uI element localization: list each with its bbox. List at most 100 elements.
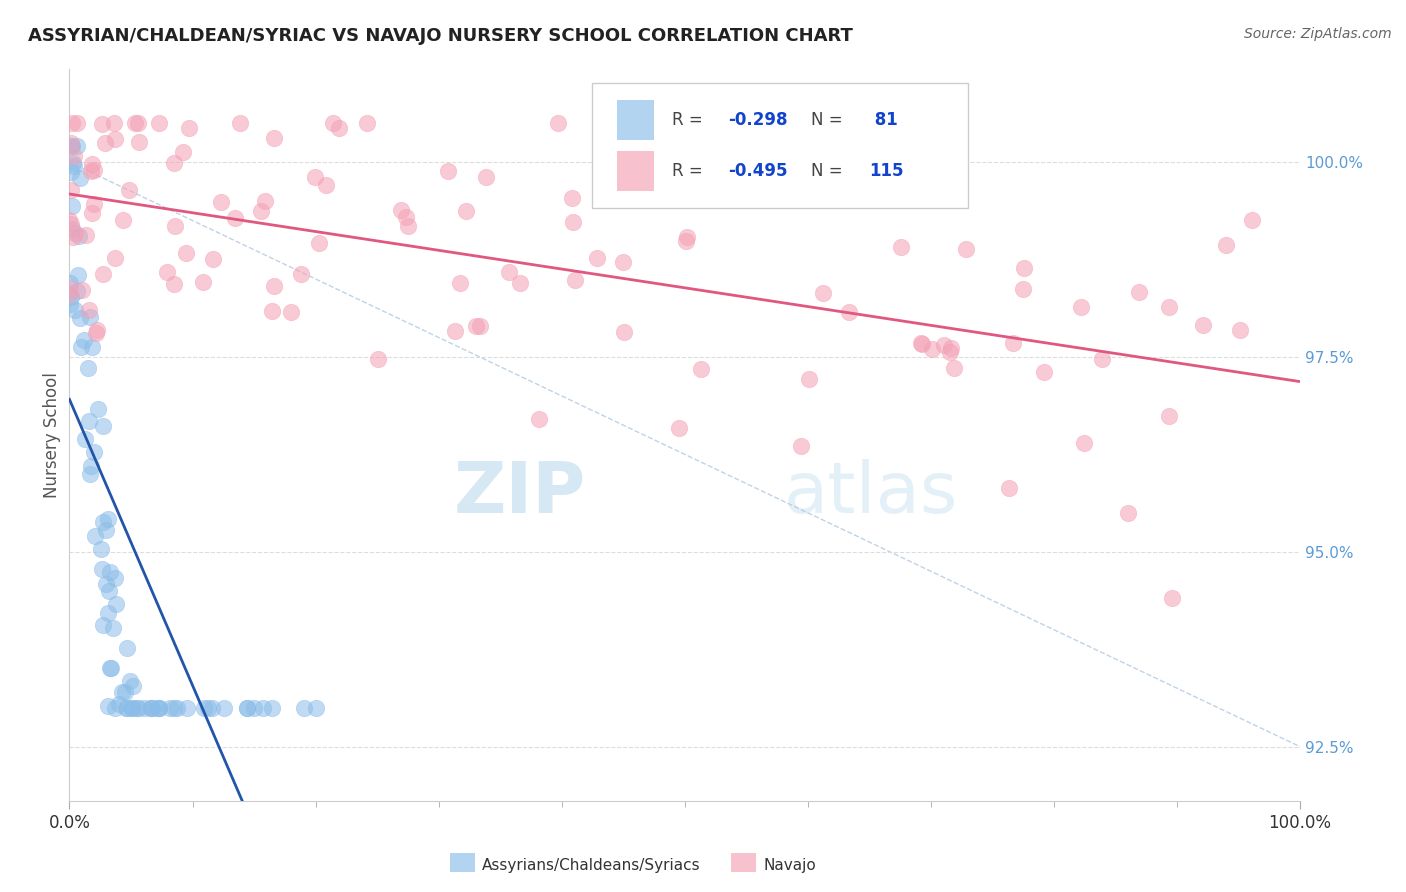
Point (454, 203, 477, 218)
Point (911, 337, 934, 351)
Point (91, 117, 114, 131)
Point (90, 541, 112, 556)
Point (322, 116, 344, 130)
Point (468, 318, 491, 333)
Point (83, 162, 105, 177)
Point (263, 278, 285, 293)
Point (141, 700, 163, 714)
Point (236, 700, 259, 714)
Point (139, 700, 162, 714)
Text: 81: 81 (869, 111, 898, 128)
Text: Source: ZipAtlas.com: Source: ZipAtlas.com (1244, 27, 1392, 41)
Point (100, 661, 122, 675)
Point (73, 333, 96, 347)
Point (890, 239, 912, 253)
Point (1159, 300, 1181, 314)
Point (63, 159, 86, 173)
Point (197, 700, 219, 714)
Point (1070, 300, 1092, 314)
Text: atlas: atlas (783, 459, 957, 528)
Point (70, 340, 93, 354)
Point (60, 218, 83, 232)
Point (60, 221, 83, 235)
Point (290, 267, 312, 281)
Point (243, 700, 266, 714)
Point (83, 529, 105, 543)
Point (1012, 261, 1035, 276)
Point (115, 700, 138, 714)
Text: 115: 115 (869, 162, 904, 180)
Point (998, 481, 1021, 495)
Point (159, 700, 181, 714)
Point (127, 116, 149, 130)
Point (280, 304, 302, 318)
Point (62, 155, 84, 169)
Point (474, 169, 496, 184)
Point (176, 246, 198, 260)
Point (60, 183, 83, 197)
Point (1160, 591, 1182, 605)
Point (254, 194, 277, 209)
Point (66, 285, 89, 299)
Point (942, 361, 965, 376)
Point (82, 340, 104, 354)
Point (84, 326, 107, 341)
Point (69, 311, 91, 326)
Text: N =: N = (811, 111, 848, 128)
Point (367, 352, 389, 367)
Point (139, 700, 162, 714)
Point (83, 445, 105, 459)
Point (98, 660, 121, 674)
Point (212, 700, 235, 714)
Point (79, 310, 101, 325)
Point (527, 411, 550, 425)
Point (77, 302, 100, 317)
Text: ZIP: ZIP (454, 459, 586, 528)
Point (260, 700, 283, 714)
Point (790, 439, 813, 453)
Point (612, 325, 634, 339)
Point (356, 116, 378, 130)
Point (443, 324, 465, 338)
Point (65, 227, 87, 241)
Point (59, 290, 82, 304)
Point (59, 281, 82, 295)
Point (60, 139, 83, 153)
Point (62, 116, 84, 130)
Point (229, 116, 252, 130)
Point (304, 170, 326, 185)
Point (1229, 323, 1251, 337)
Point (94, 523, 117, 537)
Point (561, 191, 583, 205)
Point (59, 276, 82, 290)
Point (1240, 213, 1263, 227)
Text: -0.298: -0.298 (728, 111, 787, 128)
Point (91, 419, 114, 434)
Point (58, 297, 80, 311)
Point (87, 401, 110, 416)
Bar (617, 151, 654, 191)
Text: -0.495: -0.495 (728, 162, 787, 180)
Point (60, 164, 83, 178)
Point (148, 700, 170, 714)
Point (249, 204, 271, 219)
FancyBboxPatch shape (592, 83, 967, 208)
Point (97, 512, 120, 526)
Point (124, 116, 146, 130)
Point (1091, 351, 1114, 366)
Point (66, 139, 89, 153)
Point (96, 607, 118, 621)
Point (59, 136, 82, 150)
Point (114, 685, 136, 699)
Point (778, 166, 800, 180)
Point (939, 344, 962, 359)
Point (201, 252, 224, 266)
Point (166, 700, 188, 714)
Point (62, 199, 84, 213)
Point (1012, 282, 1035, 296)
Point (76, 227, 98, 242)
Point (103, 116, 125, 130)
Point (127, 700, 149, 714)
Point (104, 251, 127, 265)
Point (177, 120, 200, 135)
